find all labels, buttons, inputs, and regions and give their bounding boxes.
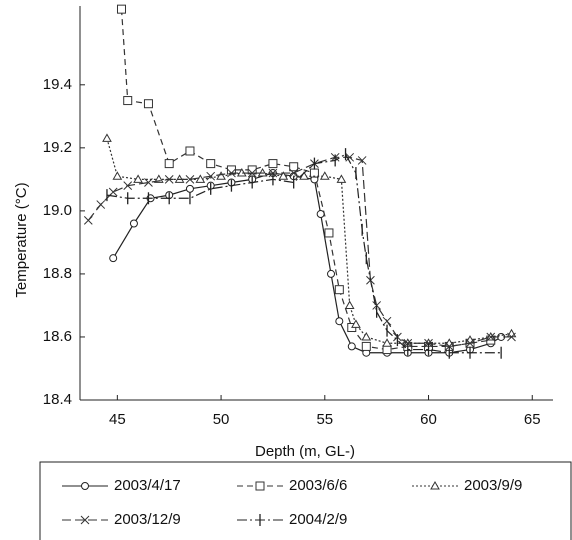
legend-label: 2003/9/9: [464, 477, 522, 494]
marker: [185, 146, 195, 156]
marker: [216, 171, 226, 180]
marker: [109, 254, 118, 263]
marker: [268, 159, 278, 169]
marker: [123, 181, 133, 191]
series-line: [106, 153, 502, 354]
marker: [206, 159, 216, 169]
marker: [336, 174, 347, 183]
marker: [424, 338, 433, 348]
legend-marker: [80, 515, 90, 525]
x-tick-label: 55: [316, 411, 333, 428]
marker: [357, 156, 367, 165]
legend-label: 2004/2/9: [289, 511, 347, 528]
marker: [226, 165, 236, 175]
marker: [227, 168, 236, 178]
marker: [289, 162, 299, 172]
marker: [507, 332, 516, 342]
marker: [335, 317, 344, 326]
y-tick-label: 18.4: [43, 391, 72, 408]
marker: [164, 175, 174, 184]
y-axis-title: Temperature (°C): [13, 182, 30, 297]
marker: [351, 319, 361, 328]
x-tick-label: 45: [109, 411, 126, 428]
series-line: [112, 172, 502, 354]
marker: [96, 200, 106, 209]
marker: [316, 210, 325, 219]
marker: [206, 171, 216, 181]
marker: [361, 331, 372, 341]
marker: [486, 332, 496, 342]
marker: [247, 165, 257, 175]
marker: [361, 341, 371, 351]
marker: [324, 228, 334, 238]
marker: [334, 285, 344, 295]
marker: [382, 316, 392, 326]
legend-label: 2003/12/9: [114, 511, 181, 528]
y-tick-label: 19.2: [43, 139, 72, 156]
marker: [268, 168, 278, 178]
marker: [444, 342, 454, 351]
marker: [247, 168, 257, 178]
marker: [143, 99, 153, 109]
x-tick-label: 50: [213, 411, 230, 428]
marker: [372, 301, 382, 310]
x-tick-label: 60: [420, 411, 437, 428]
marker: [185, 175, 195, 184]
marker: [344, 300, 355, 309]
marker: [382, 345, 392, 355]
series-line: [106, 138, 512, 344]
marker: [465, 338, 475, 348]
marker: [185, 184, 194, 193]
marker: [108, 187, 118, 197]
marker: [278, 171, 289, 180]
marker: [116, 4, 126, 14]
y-tick-label: 19.4: [43, 76, 72, 93]
marker: [345, 152, 355, 162]
marker: [347, 342, 356, 351]
legend-marker: [430, 480, 440, 490]
marker: [129, 219, 138, 228]
marker: [102, 133, 112, 142]
marker: [289, 168, 299, 178]
y-tick-label: 18.8: [43, 265, 72, 282]
legend-box: [39, 461, 572, 540]
marker: [327, 269, 336, 278]
marker: [195, 174, 206, 183]
x-tick-label: 65: [524, 411, 541, 428]
marker: [83, 215, 93, 225]
marker: [133, 174, 143, 183]
marker: [123, 96, 133, 106]
legend-label: 2003/4/17: [114, 477, 181, 494]
marker: [144, 178, 153, 187]
marker: [506, 328, 517, 338]
marker: [299, 171, 309, 180]
y-tick-label: 19.0: [43, 202, 72, 219]
legend-marker: [81, 482, 89, 490]
marker: [382, 338, 392, 347]
marker: [153, 174, 164, 183]
marker: [403, 338, 413, 348]
y-tick-label: 18.6: [43, 328, 72, 345]
x-axis-title: Depth (m, GL-): [255, 443, 355, 460]
series-line: [87, 156, 512, 348]
marker: [319, 171, 330, 180]
legend-marker: [255, 481, 265, 491]
legend-label: 2003/6/6: [289, 477, 347, 494]
marker: [112, 171, 123, 180]
marker: [164, 159, 174, 169]
